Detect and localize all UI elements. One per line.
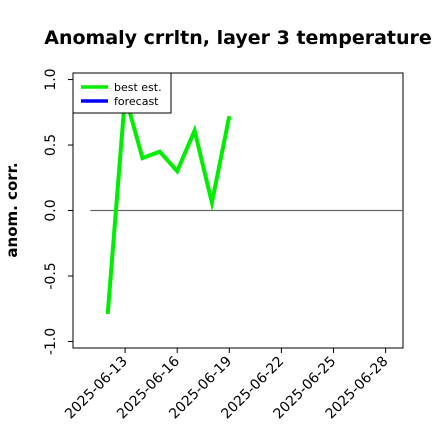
legend: best est. forecast xyxy=(72,72,172,114)
y-tick-label: 0.0 xyxy=(43,199,59,221)
y-tick-label: 1.0 xyxy=(43,68,59,90)
legend-label-best-est: best est. xyxy=(114,81,162,94)
y-axis-label: anom. corr. xyxy=(3,162,21,257)
legend-label-forecast: forecast xyxy=(114,95,159,108)
y-tick-label: -1.0 xyxy=(43,328,59,355)
y-tick-label: -0.5 xyxy=(43,262,59,289)
legend-box xyxy=(72,72,172,114)
chart-title: Anomaly crrltn, layer 3 temperature xyxy=(44,27,432,49)
y-tick-label: 0.5 xyxy=(43,134,59,156)
